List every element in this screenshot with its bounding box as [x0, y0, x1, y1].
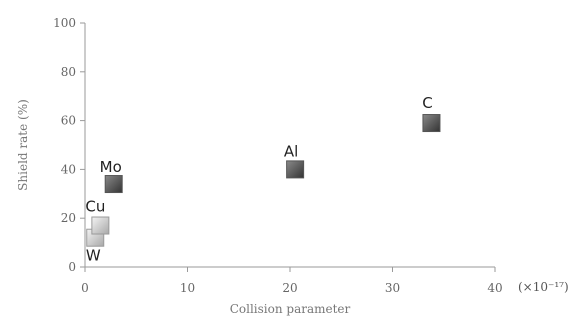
data-points: W Cu Mo Al C — [85, 94, 441, 265]
y-tick-label: 40 — [61, 162, 76, 176]
x-tick-label: 20 — [282, 281, 297, 295]
data-point-cu — [91, 216, 110, 235]
data-point-mo — [104, 175, 123, 194]
x-ticks: 0 10 20 30 40 — [81, 267, 503, 295]
x-tick-label: 40 — [487, 281, 502, 295]
y-tick-label: 60 — [61, 114, 76, 128]
y-tick-label: 100 — [53, 16, 76, 30]
point-label-mo: Mo — [100, 158, 122, 176]
y-ticks: 0 20 40 60 80 100 — [53, 16, 85, 274]
point-label-w: W — [86, 247, 101, 265]
y-tick-label: 20 — [61, 211, 76, 225]
point-label-al: Al — [284, 142, 298, 160]
point-label-c: C — [422, 94, 432, 112]
y-tick-label: 0 — [68, 260, 76, 274]
x-axis-unit: (×10⁻¹⁷) — [518, 280, 569, 294]
point-label-cu: Cu — [85, 198, 105, 216]
x-tick-label: 0 — [81, 281, 89, 295]
y-axis-title: Shield rate (%) — [16, 99, 30, 191]
data-point-al — [286, 160, 305, 179]
x-tick-label: 30 — [385, 281, 400, 295]
y-tick-label: 80 — [61, 65, 76, 79]
x-tick-label: 10 — [180, 281, 195, 295]
data-point-c — [422, 114, 441, 133]
x-axis-title: Collision parameter — [230, 302, 351, 316]
